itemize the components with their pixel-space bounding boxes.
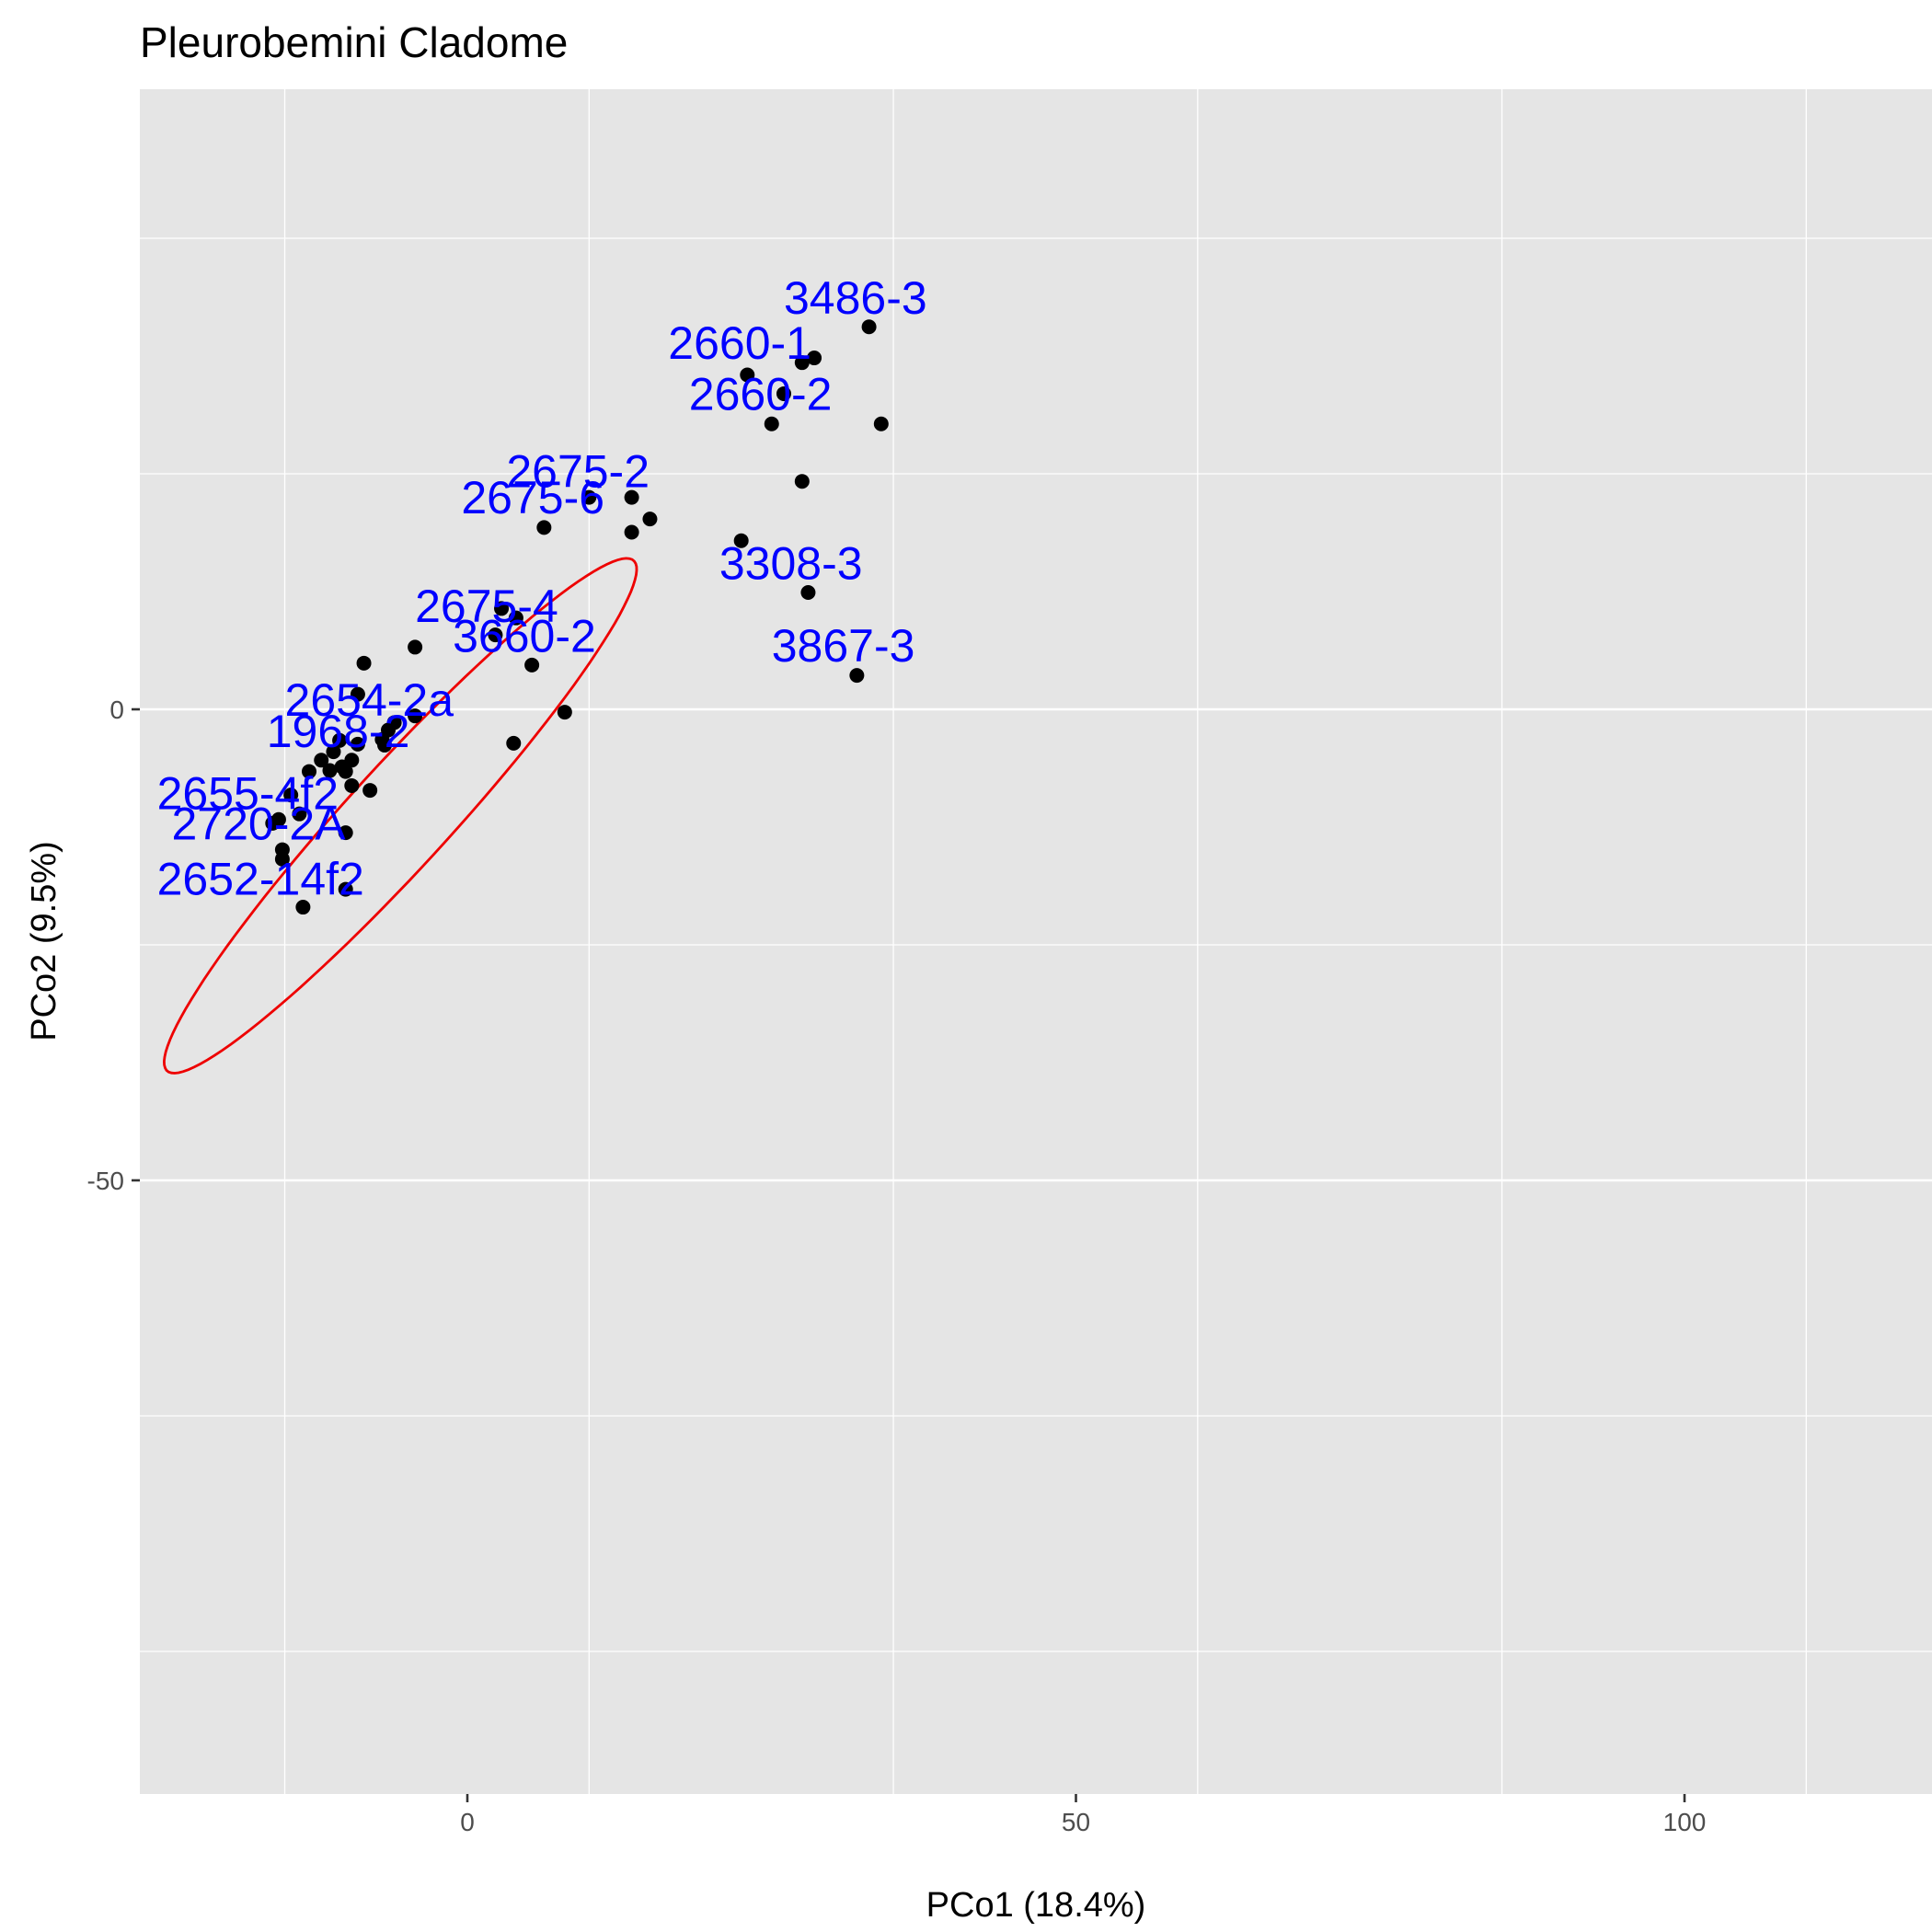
data-point [764, 416, 779, 431]
data-point [350, 686, 365, 702]
data-point [356, 655, 372, 671]
x-axis-title: PCo1 (18.4%) [926, 1886, 1146, 1925]
data-point [794, 355, 810, 371]
data-point [740, 367, 755, 383]
plot-panel [140, 89, 1932, 1794]
data-point [377, 737, 393, 753]
confidence-ellipse [162, 557, 638, 1075]
point-label: 2654-2a [285, 674, 454, 726]
point-label: 2720-2A [172, 798, 347, 849]
data-point [322, 763, 338, 778]
data-point [557, 705, 572, 720]
x-tick-label: 0 [460, 1808, 475, 1836]
data-point [265, 815, 281, 831]
y-axis-title: PCo2 (9.5%) [25, 841, 63, 1041]
point-label: 3660-2 [453, 611, 596, 662]
data-point [776, 385, 791, 401]
axis-layer: 0501001500-50 [87, 696, 1707, 1836]
data-point [849, 668, 865, 684]
point-label: 2660-2 [689, 368, 833, 420]
point-label: 2675-2 [506, 445, 650, 497]
confidence-ellipse-layer [162, 557, 638, 1075]
x-tick-label: 100 [1663, 1808, 1707, 1836]
point-label: 2652-14f2 [157, 854, 364, 905]
point-label: 2675-6 [461, 472, 604, 523]
data-point [344, 777, 360, 793]
data-point [295, 900, 311, 915]
chart-title: Pleurobemini Cladome [140, 18, 568, 66]
data-point [408, 639, 423, 655]
point-label: 3867-3 [772, 620, 915, 672]
data-point [624, 489, 639, 505]
data-point [861, 319, 877, 335]
data-point [536, 520, 552, 535]
data-point [873, 416, 889, 431]
point-label: 1968-2 [267, 706, 410, 757]
data-point [314, 753, 329, 768]
data-point [332, 732, 348, 748]
data-point [350, 736, 365, 752]
grid-layer [140, 89, 1932, 1794]
point-label: 2660-1 [668, 317, 811, 369]
data-point [506, 735, 522, 751]
y-tick-label: -50 [87, 1167, 124, 1195]
data-point [362, 783, 378, 799]
y-tick-label: 0 [109, 696, 124, 724]
data-point [326, 744, 341, 760]
data-point [800, 585, 816, 601]
data-point [408, 708, 423, 724]
point-label: 3486-3 [784, 272, 927, 324]
data-point [292, 806, 307, 822]
data-point [338, 764, 353, 779]
data-point [733, 533, 749, 548]
data-point [494, 601, 510, 616]
data-point [283, 788, 299, 803]
data-point [581, 489, 597, 505]
data-point [338, 881, 353, 897]
points-layer [265, 319, 889, 915]
data-point [508, 610, 523, 626]
data-point [338, 825, 353, 841]
data-point [488, 627, 503, 643]
data-point [807, 351, 822, 366]
data-point [302, 764, 317, 779]
data-point [624, 524, 639, 540]
data-point [524, 657, 540, 673]
data-point [274, 851, 290, 867]
data-point [642, 512, 658, 527]
data-point [794, 474, 810, 489]
point-label: 3308-3 [719, 538, 863, 590]
x-tick-label: 50 [1062, 1808, 1090, 1836]
point-label: 2655-4f2 [157, 768, 339, 820]
point-label: 2675-4 [415, 581, 558, 632]
